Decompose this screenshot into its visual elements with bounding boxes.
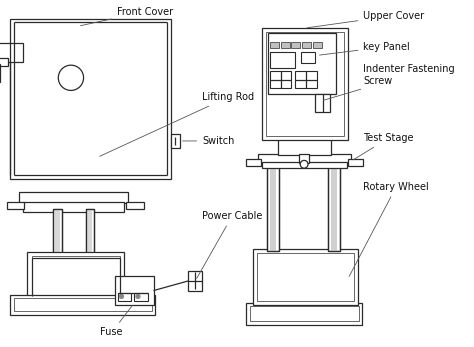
Bar [9, 295, 155, 315]
Bar [268, 33, 336, 94]
Text: Test Stage: Test Stage [353, 133, 414, 160]
Bar [262, 28, 348, 140]
Bar [328, 163, 340, 251]
Bar [134, 293, 148, 301]
Bar [126, 202, 144, 209]
Bar [253, 249, 357, 305]
Bar [348, 159, 364, 166]
Text: Upper Cover: Upper Cover [307, 11, 425, 28]
Text: Rotary Wheel: Rotary Wheel [349, 181, 429, 277]
Bar [0, 43, 23, 62]
Bar [302, 42, 311, 48]
Bar [301, 52, 315, 63]
Bar [246, 303, 363, 324]
Bar [328, 163, 340, 251]
Bar [250, 306, 358, 321]
Bar [118, 293, 131, 301]
Bar [299, 154, 309, 163]
Bar [54, 209, 62, 255]
Bar [267, 163, 279, 251]
Circle shape [58, 65, 83, 91]
Bar [55, 209, 60, 255]
Bar [313, 42, 322, 48]
Bar [256, 253, 354, 301]
Bar [295, 71, 317, 88]
Text: key Panel: key Panel [319, 42, 410, 55]
Circle shape [136, 295, 140, 298]
Bar [0, 58, 8, 66]
Text: Lifting Rod: Lifting Rod [100, 92, 254, 156]
Circle shape [119, 295, 123, 298]
Bar [315, 94, 330, 112]
Bar [54, 209, 62, 255]
Bar [270, 71, 292, 88]
Bar [189, 271, 202, 290]
Bar [115, 276, 154, 305]
Bar [246, 159, 261, 166]
Bar [278, 139, 331, 154]
Bar [14, 23, 167, 175]
Bar [270, 163, 276, 251]
Circle shape [300, 160, 308, 168]
Bar [19, 193, 128, 203]
Bar [87, 209, 92, 255]
Text: Fuse: Fuse [100, 305, 132, 337]
Bar [32, 256, 119, 296]
Bar [331, 163, 337, 251]
Bar [27, 252, 124, 300]
Bar [267, 163, 279, 251]
Bar [171, 134, 180, 148]
Bar [258, 154, 351, 164]
Bar [7, 202, 24, 209]
Bar [266, 32, 344, 136]
Bar [292, 42, 300, 48]
Text: Indenter Fastening
Screw: Indenter Fastening Screw [323, 64, 455, 100]
Bar [14, 298, 152, 311]
Bar [9, 18, 171, 179]
Bar [85, 209, 94, 255]
Bar [270, 52, 295, 68]
Text: Power Cable: Power Cable [197, 211, 263, 278]
Bar [270, 42, 279, 48]
Text: Front Cover: Front Cover [81, 7, 173, 26]
Bar [281, 42, 290, 48]
Text: Switch: Switch [182, 136, 235, 146]
Bar [85, 209, 94, 255]
Bar [262, 162, 347, 168]
Bar [23, 202, 124, 212]
